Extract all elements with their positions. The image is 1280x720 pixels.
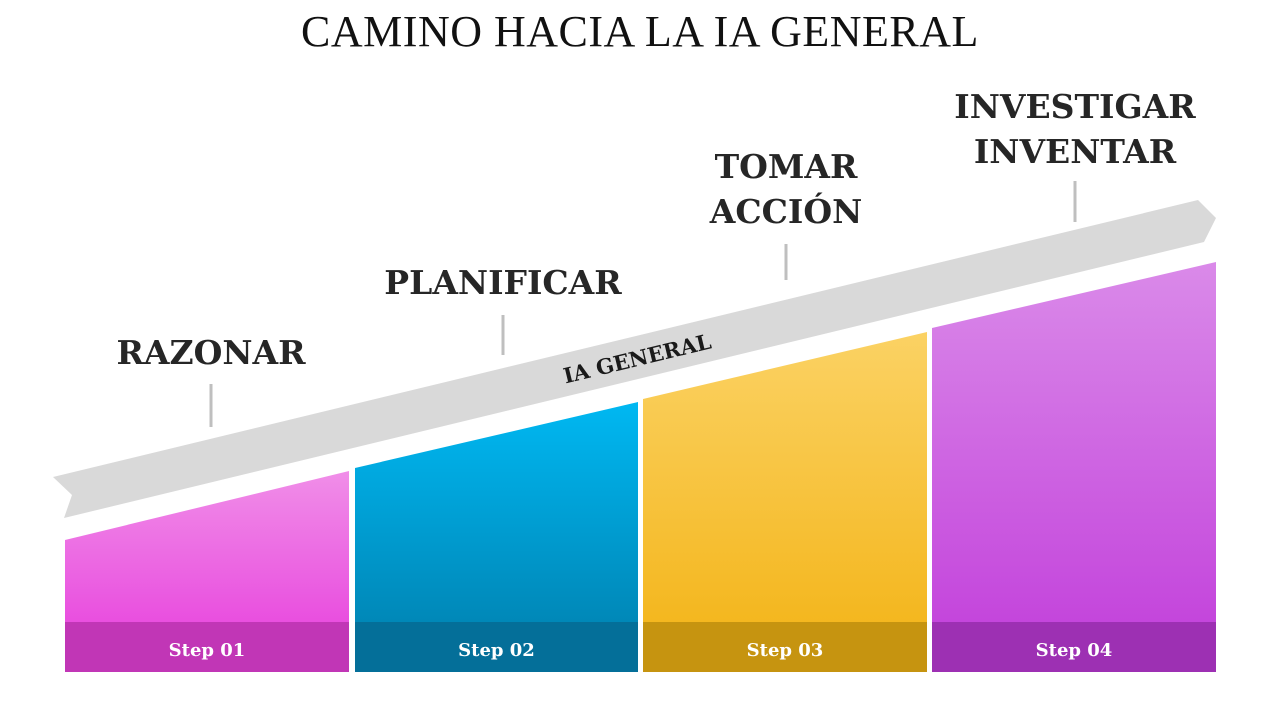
step-band-4 [932,622,1216,672]
stage-label-2: PLANIFICAR [363,260,643,305]
step-label-3: Step 03 [747,640,824,661]
stage-label-line: ACCIÓN [709,192,863,231]
stage-block-2 [355,402,638,622]
stage-label-line: RAZONAR [116,333,306,372]
ia-general-banner [53,200,1216,518]
stage-block-4 [932,262,1216,622]
page-title: CAMINO HACIA LA IA GENERAL [301,7,979,56]
stage-label-line: INVENTAR [973,132,1177,171]
step-label-2: Step 02 [458,640,535,661]
stage-label-line: TOMAR [714,147,858,186]
step-label-1: Step 01 [169,640,246,661]
stage-label-line: PLANIFICAR [384,263,622,302]
step-band-3 [643,622,927,672]
step-band-1 [65,622,349,672]
stage-label-3: TOMAR ACCIÓN [646,144,926,234]
stage-block-1 [65,471,349,622]
stage-label-line: INVESTIGAR [954,87,1196,126]
stage-label-4: INVESTIGAR INVENTAR [935,84,1215,174]
stage-block-3 [643,332,927,622]
stage-label-1: RAZONAR [71,330,351,375]
stages-group: Step 01 Step 02 Step 03 Step 04 [65,181,1216,672]
step-band-2 [355,622,638,672]
step-label-4: Step 04 [1036,640,1113,661]
